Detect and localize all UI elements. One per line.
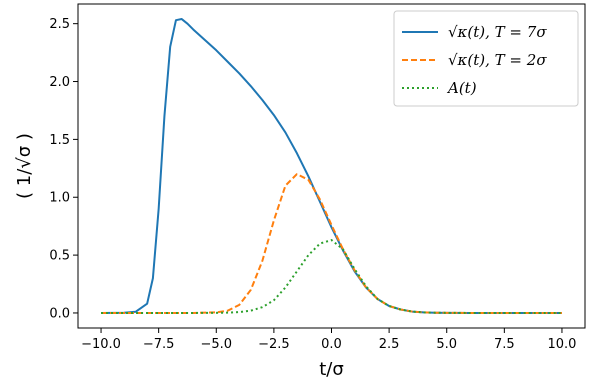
- series-line-2: [101, 173, 562, 314]
- y-tick-label: 1.0: [49, 191, 70, 206]
- y-tick-label: 0.0: [49, 306, 70, 321]
- x-tick-label: 5.0: [436, 337, 457, 352]
- legend: √κ(t), T = 7σ √κ(t), T = 2σ A(t): [393, 10, 579, 107]
- x-tick-label: −7.5: [143, 337, 175, 352]
- y-tick-label: 1.5: [49, 133, 70, 148]
- legend-label-2: √κ(t), T = 2σ: [448, 51, 547, 69]
- y-tick-label: 2.0: [49, 75, 70, 90]
- y-axis-ticks: 0.0 0.5 1.0 1.5 2.0 2.5: [49, 17, 78, 321]
- x-tick-label: −2.5: [258, 337, 290, 352]
- x-axis-label: t/σ: [319, 359, 344, 380]
- x-tick-label: 0.0: [321, 337, 342, 352]
- series-line-1: [101, 18, 562, 314]
- x-tick-label: 10.0: [547, 337, 576, 352]
- series-layer: [101, 18, 562, 314]
- x-tick-label: 2.5: [379, 337, 400, 352]
- x-tick-label: 7.5: [494, 337, 515, 352]
- legend-label-1: √κ(t), T = 7σ: [448, 23, 547, 41]
- x-tick-label: −10.0: [81, 337, 121, 352]
- y-tick-label: 0.5: [49, 249, 70, 264]
- series-line-3: [101, 239, 562, 314]
- x-axis-ticks: −10.0 −7.5 −5.0 −2.5 0.0 2.5 5.0 7.5 10.0: [81, 328, 576, 352]
- y-tick-label: 2.5: [49, 17, 70, 32]
- x-tick-label: −5.0: [200, 337, 232, 352]
- legend-entries: √κ(t), T = 7σ √κ(t), T = 2σ A(t): [402, 23, 547, 97]
- legend-label-3: A(t): [446, 79, 477, 97]
- legend-box: [393, 10, 579, 107]
- y-axis-label: ( 1/√σ ): [14, 133, 35, 199]
